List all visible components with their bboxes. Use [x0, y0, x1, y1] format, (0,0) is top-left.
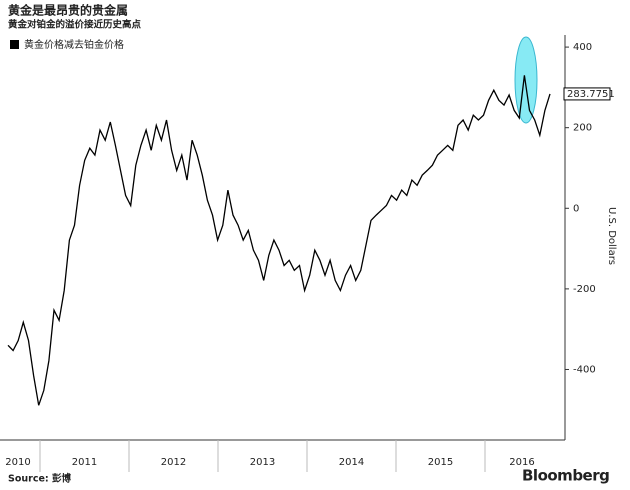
- x-tick-label: 2013: [250, 457, 275, 468]
- y-tick-label: 200: [573, 123, 592, 134]
- series-line: [7, 75, 551, 406]
- x-tick-label: 2012: [161, 457, 186, 468]
- y-tick-label: -400: [573, 364, 596, 375]
- chart-subtitle: 黄金对铂金的溢价接近历史高点: [8, 19, 142, 31]
- legend-label: 黄金价格减去铂金价格: [24, 38, 124, 51]
- source: Source: 彭博: [8, 473, 71, 485]
- y-axis-label: U.S. Dollars: [606, 207, 617, 265]
- last-value-box: [563, 87, 611, 101]
- y-tick-label: 400: [573, 42, 592, 53]
- x-tick-label: 2015: [428, 457, 453, 468]
- y-tick-label: 0: [573, 203, 579, 214]
- last-value-label: 283.7751: [567, 89, 615, 100]
- x-tick-label: 2010: [5, 457, 30, 468]
- y-tick-label: -200: [573, 284, 596, 295]
- brand: Bloomberg: [522, 467, 609, 485]
- chart-title: 黄金是最昂贵的贵金属: [8, 3, 128, 18]
- x-tick-label: 2014: [339, 457, 364, 468]
- legend-swatch: [10, 40, 19, 49]
- highlight: [514, 36, 538, 124]
- x-tick-label: 2011: [72, 457, 97, 468]
- x-tick-label: 2016: [509, 457, 534, 468]
